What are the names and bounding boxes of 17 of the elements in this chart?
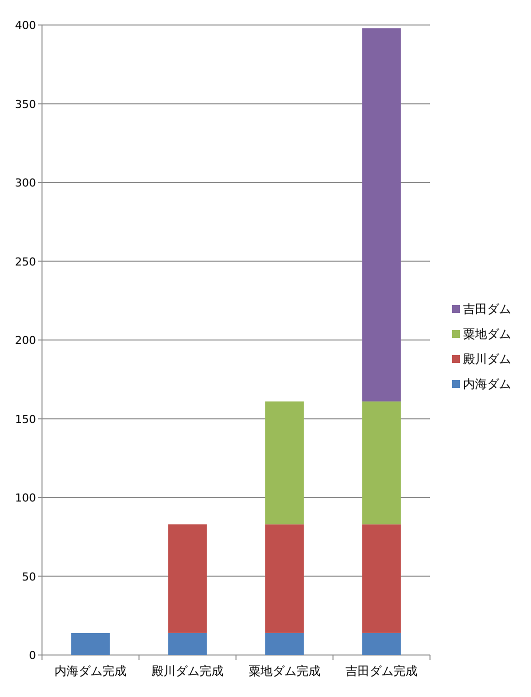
y-tick-label: 100	[15, 492, 36, 504]
x-tick-label: 内海ダム完成	[54, 664, 126, 678]
legend-label: 内海ダム	[463, 377, 511, 391]
y-tick-label: 350	[15, 98, 36, 111]
y-tick-label: 300	[15, 176, 36, 190]
y-tick-label: 400	[15, 19, 36, 32]
legend-label: 殿川ダム	[463, 352, 511, 366]
y-tick-label: 50	[22, 570, 36, 584]
x-tick-label: 粟地ダム完成	[248, 664, 320, 678]
legend-label: 粟地ダム	[463, 327, 511, 341]
x-tick-label: 吉田ダム完成	[346, 664, 418, 678]
y-tick-label: 0	[29, 649, 36, 662]
y-tick-label: 200	[15, 334, 36, 347]
y-tick-label: 250	[15, 255, 36, 268]
legend-label: 吉田ダム	[463, 302, 511, 316]
x-tick-label: 殿川ダム完成	[152, 664, 224, 678]
y-tick-label: 150	[15, 412, 36, 426]
